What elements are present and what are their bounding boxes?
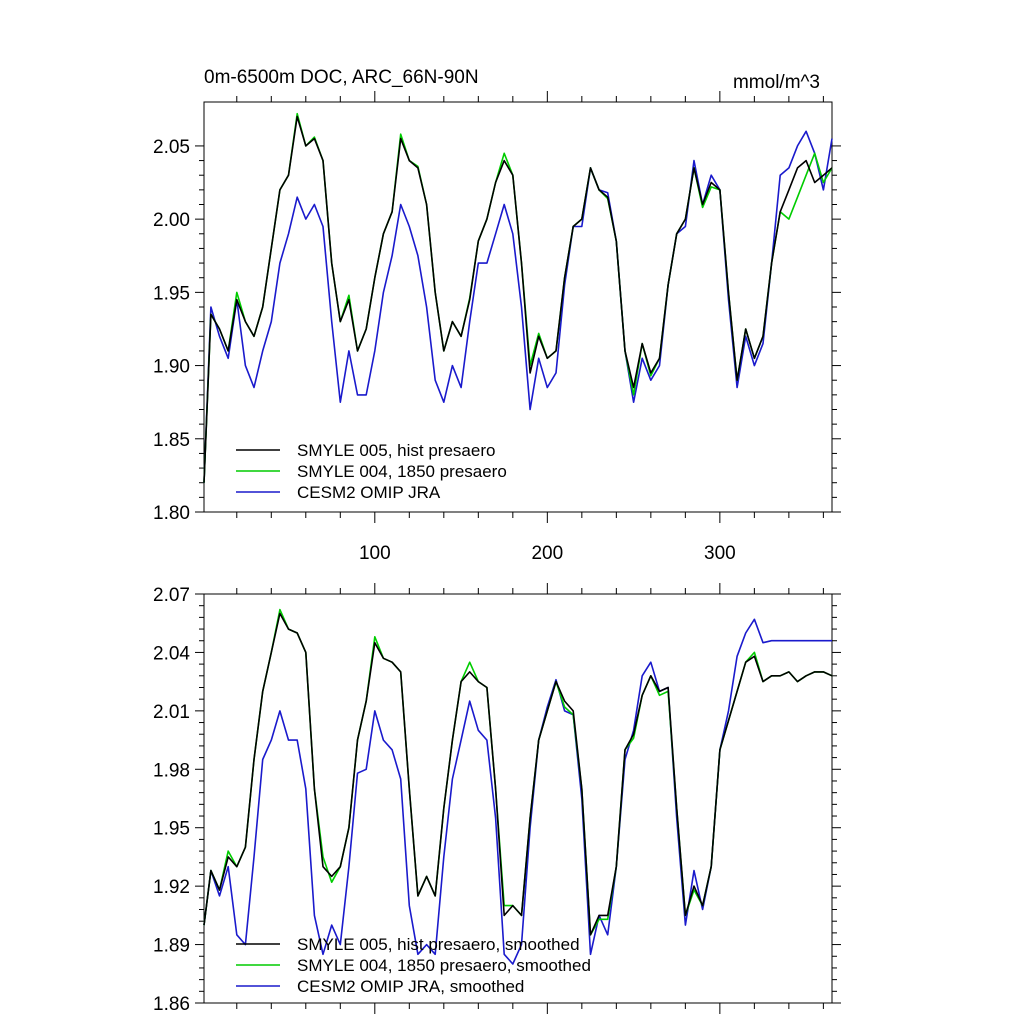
bottom-series-blue	[203, 618, 832, 965]
bottom-ytick-label: 2.07	[153, 585, 190, 606]
bottom-series-black	[203, 612, 833, 936]
top-legend-label: SMYLE 004, 1850 presaero	[297, 462, 507, 481]
bottom-legend-label: CESM2 OMIP JRA, smoothed	[297, 977, 524, 996]
top-ytick-label: 1.90	[153, 357, 190, 378]
top-chart-title: 0m-6500m DOC, ARC_66N-90N	[204, 67, 479, 88]
top-series-green	[203, 112, 833, 483]
bottom-ytick-label: 2.04	[153, 643, 190, 664]
bottom-ytick-label: 1.86	[153, 994, 190, 1015]
bottom-chart-panel: 1.86 1.89 1.92 1.95 1.98 2.01 2.04 2.07 SMYLE 00…	[153, 583, 841, 1015]
bottom-series-green	[203, 608, 833, 936]
top-ytick-label: 2.00	[153, 210, 190, 231]
bottom-ytick-label: 1.98	[153, 760, 190, 781]
top-chart-units: mmol/m^3	[733, 72, 820, 93]
bottom-ytick-label: 2.01	[153, 702, 190, 723]
top-ytick-label: 1.85	[153, 430, 190, 451]
top-xtick-label: 100	[359, 543, 391, 564]
top-xtick-label: 200	[531, 543, 563, 564]
bottom-ytick-label: 1.89	[153, 936, 190, 957]
top-ytick-label: 1.95	[153, 283, 190, 304]
top-series-blue	[203, 130, 833, 483]
bottom-legend-label: SMYLE 004, 1850 presaero, smoothed	[297, 956, 591, 975]
top-ytick-label: 2.05	[153, 137, 190, 158]
top-legend-label: CESM2 OMIP JRA	[297, 483, 441, 502]
top-ytick-label: 1.80	[153, 503, 190, 524]
top-xtick-label: 300	[704, 543, 736, 564]
bottom-ytick-label: 1.92	[153, 877, 190, 898]
bottom-plot-frame	[203, 593, 833, 1004]
bottom-ytick-label: 1.95	[153, 819, 190, 840]
bottom-legend-label: SMYLE 005, hist presaero, smoothed	[297, 935, 580, 954]
top-chart-panel: 1.80 1.85 1.90 1.95 2.00 2.05 100 200 300 SMYLE 0…	[153, 91, 841, 564]
top-series-black	[203, 115, 833, 483]
top-legend-label: SMYLE 005, hist presaero	[297, 441, 495, 460]
